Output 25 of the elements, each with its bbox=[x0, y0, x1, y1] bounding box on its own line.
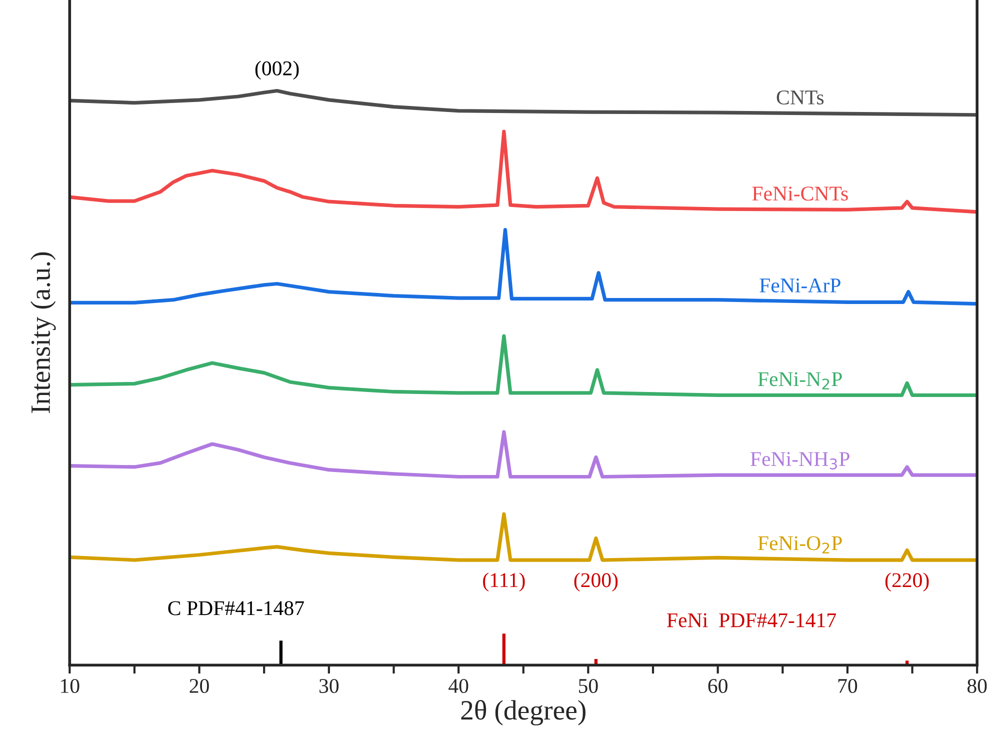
bar bbox=[500, 632, 507, 666]
x-tick-label: 80 bbox=[967, 678, 987, 694]
annotation: (220) bbox=[885, 572, 929, 592]
x-tick-label: 60 bbox=[708, 678, 728, 694]
series-label: C PDF#41-1487 bbox=[168, 601, 304, 616]
bar bbox=[278, 639, 284, 666]
series-label: FeNi-N$_{2}$P bbox=[758, 372, 842, 390]
x-tick-label: 20 bbox=[190, 678, 209, 694]
x-tick-label: 40 bbox=[448, 678, 468, 694]
x-tick-label: 30 bbox=[320, 678, 339, 694]
series-label: FeNi-NH$_{3}$P bbox=[750, 452, 850, 470]
series-label: CNTs bbox=[776, 90, 824, 104]
x-tick-label: 50 bbox=[578, 678, 598, 694]
series-label: FeNi-ArP bbox=[760, 278, 840, 292]
text: FeNi PDF#47-1417 bbox=[667, 613, 836, 628]
x-tick-label: 10 bbox=[61, 678, 80, 694]
series-label: FeNi-O$_{2}$P bbox=[758, 536, 842, 554]
annotation: (111) bbox=[483, 572, 525, 592]
annotation: (200) bbox=[574, 572, 618, 592]
x-tick-label: 70 bbox=[838, 678, 858, 694]
bar bbox=[593, 658, 599, 666]
x-axis-title: 2θ (degree) bbox=[461, 700, 586, 726]
series-label: FeNi-CNTs bbox=[752, 186, 848, 201]
annotation: (002) bbox=[255, 60, 299, 80]
y-axis-title: Intensity (a.u.) bbox=[30, 252, 56, 413]
